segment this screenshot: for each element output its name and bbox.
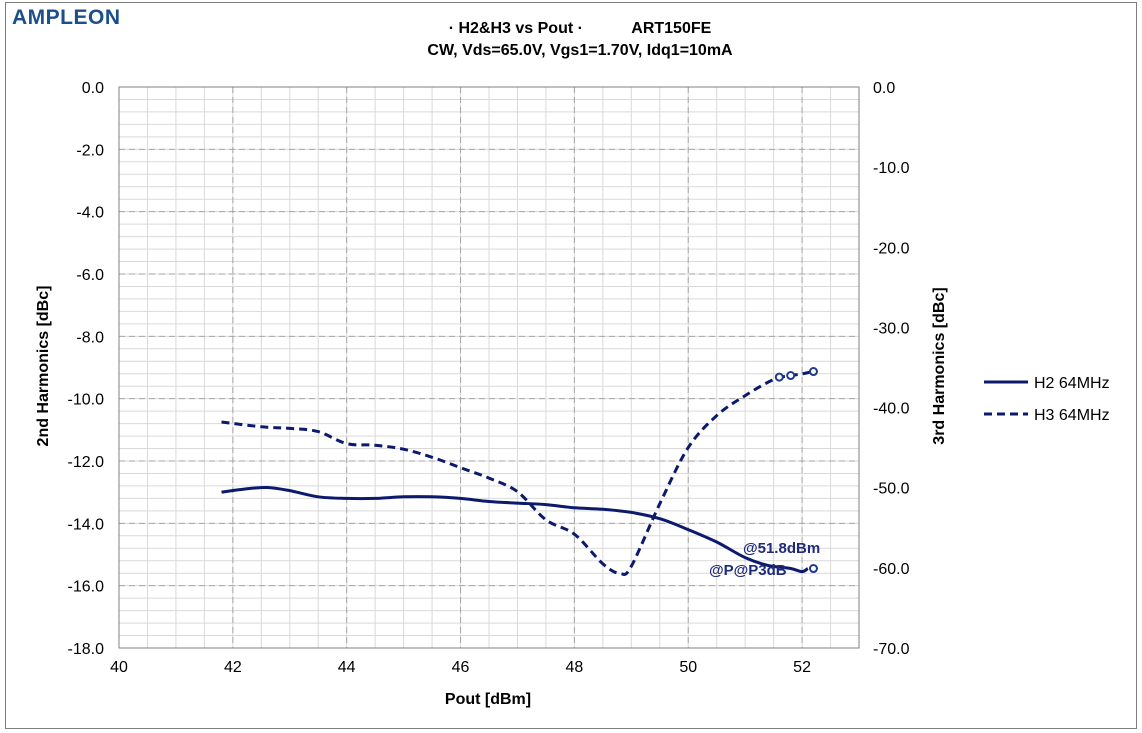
right-y-tick-label: -20.0 <box>873 240 910 257</box>
chart-title-line2: CW, Vds=65.0V, Vgs1=1.70V, Idq1=10mA <box>427 42 733 59</box>
chart-title-right: ART150FE <box>631 20 712 37</box>
left-y-tick-label: 0.0 <box>82 80 104 97</box>
chart-title-line1: · H2&H3 vs Pout · ART150FE <box>320 20 840 38</box>
left-y-tick-label: -16.0 <box>68 579 105 596</box>
x-tick-label: 40 <box>110 659 128 676</box>
x-tick-label: 52 <box>793 659 811 676</box>
data-point-marker <box>808 367 818 377</box>
chart-frame <box>5 2 1137 729</box>
right-y-tick-label: -40.0 <box>873 401 910 418</box>
data-point-marker <box>786 371 796 381</box>
right-y-tick-label: -30.0 <box>873 320 910 337</box>
right-y-axis-label: 3rd Harmonics [dBc] <box>931 287 948 444</box>
left-y-tick-label: -4.0 <box>76 205 104 222</box>
legend: H2 64MHz H3 64MHz <box>984 375 1110 424</box>
left-y-tick-label: -18.0 <box>68 641 105 658</box>
right-y-tick-label: -50.0 <box>873 481 910 498</box>
left-y-tick-label: -2.0 <box>76 142 104 159</box>
x-tick-labels: 40 42 44 46 48 50 52 <box>110 659 811 676</box>
marker-layer <box>774 367 818 574</box>
right-y-tick-labels: 0.0 -10.0 -20.0 -30.0 -40.0 -50.0 -60.0 -70.0 <box>873 80 910 658</box>
annotation-p3db: @P@P3dB <box>709 562 787 579</box>
series-line-h3 <box>221 370 814 576</box>
chart-title-left: · H2&H3 vs Pout · <box>448 20 583 37</box>
x-tick-label: 48 <box>565 659 583 676</box>
x-axis-label: Pout [dBm] <box>445 691 531 708</box>
legend-label-h3: H3 64MHz <box>1034 407 1110 424</box>
data-point-marker <box>774 372 784 382</box>
data-point-marker <box>808 564 818 574</box>
left-y-tick-label: -12.0 <box>68 454 105 471</box>
x-tick-label: 50 <box>679 659 697 676</box>
left-y-tick-label: -6.0 <box>76 267 104 284</box>
right-y-tick-label: -70.0 <box>873 641 910 658</box>
left-y-tick-label: -10.0 <box>68 392 105 409</box>
x-tick-label: 46 <box>452 659 470 676</box>
right-y-tick-label: -60.0 <box>873 561 910 578</box>
left-y-tick-label: -8.0 <box>76 329 104 346</box>
brand-logo: AMPLEON <box>12 6 121 29</box>
plot-area-border <box>118 86 860 649</box>
x-tick-label: 44 <box>338 659 356 676</box>
legend-label-h2: H2 64MHz <box>1034 375 1110 392</box>
series-line-h2 <box>221 485 809 574</box>
annotation-51-8dbm: @51.8dBm <box>743 540 820 557</box>
left-y-axis-label: 2nd Harmonics [dBc] <box>35 286 52 447</box>
right-y-tick-label: -10.0 <box>873 160 910 177</box>
left-y-tick-label: -14.0 <box>68 516 105 533</box>
series-layer <box>221 370 814 576</box>
x-tick-label: 42 <box>224 659 242 676</box>
right-y-tick-label: 0.0 <box>873 80 895 97</box>
left-y-tick-labels: 0.0 -2.0 -4.0 -6.0 -8.0 -10.0 -12.0 -14.0 -16.0 -… <box>68 80 105 658</box>
